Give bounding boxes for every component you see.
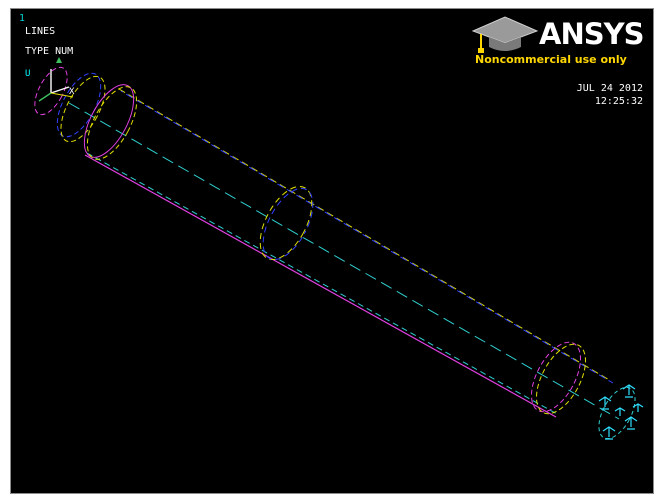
plot-entity-label: LINES: [25, 26, 56, 37]
cylinder-edge-bottom-inner: [86, 152, 558, 415]
constraint-symbols: [598, 384, 644, 440]
end-circle-3: [60, 75, 106, 143]
end-cap: [598, 386, 636, 440]
far-circle-2: [536, 343, 586, 415]
ansys-wordmark: ANSYS: [539, 17, 644, 51]
end-circle-2: [56, 72, 102, 138]
mid-circle: [259, 185, 313, 261]
ansys-logo: ANSYS Noncommercial use only: [469, 11, 653, 73]
license-tagline: Noncommercial use only: [475, 53, 627, 66]
end-circle-1: [34, 66, 68, 116]
cylinder-edge-top-inner: [120, 90, 614, 384]
cylinder-edge-bottom: [84, 154, 557, 418]
far-circle-1: [531, 341, 581, 413]
coordinate-triad: [38, 57, 74, 102]
label-mode-label: TYPE NUM: [25, 46, 74, 57]
triad-axis-u-label: U: [25, 69, 31, 79]
cylinder-axis: [68, 102, 620, 420]
triad-axis-x-label: X: [69, 87, 75, 97]
graduation-cap-icon: [471, 16, 539, 53]
model-viewport: [34, 57, 644, 440]
graphics-window[interactable]: 1 LINES TYPE NUM JUL 24 2012 12:25:32 AN…: [10, 8, 654, 494]
mid-circle-inner: [262, 187, 314, 261]
cylinder-edge-top: [118, 88, 612, 382]
time-stamp: 12:25:32: [594, 96, 643, 107]
end-circle-5: [86, 86, 138, 160]
date-stamp: JUL 24 2012: [576, 83, 643, 94]
window-number: 1: [19, 13, 26, 24]
